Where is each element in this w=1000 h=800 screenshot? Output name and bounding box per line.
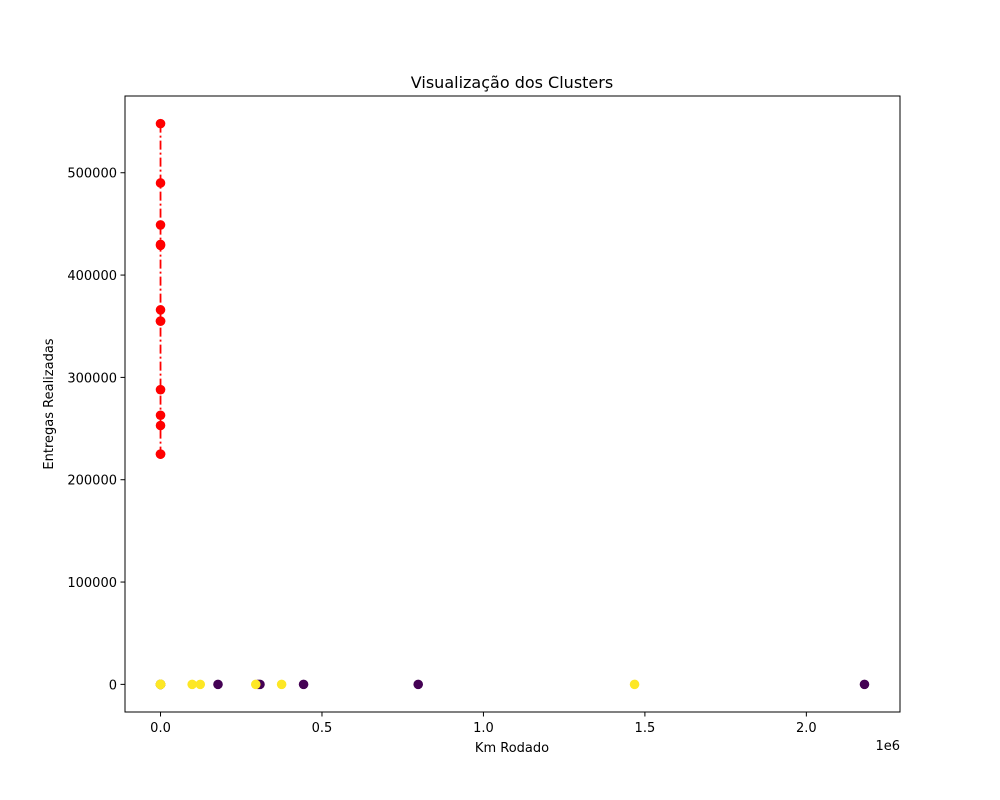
- x-tick-label: 1.0: [473, 721, 494, 736]
- data-point: [629, 679, 640, 690]
- x-tick-label: 2.0: [796, 721, 817, 736]
- y-tick-label: 200000: [67, 474, 117, 489]
- y-axis-label: Entregas Realizadas: [42, 338, 57, 469]
- y-tick-label: 500000: [67, 167, 117, 182]
- axis-ticks: 0.0 0.5 1.0 1.5 2.0 0 100000 200000 300000 400000…: [67, 167, 816, 736]
- plot-frame: [124, 95, 901, 713]
- y-tick-label: 400000: [67, 269, 117, 284]
- data-point: [155, 305, 166, 315]
- y-tick-label: 0: [109, 678, 117, 693]
- x-tick-label: 1.5: [635, 721, 656, 736]
- data-point: [276, 679, 287, 690]
- x-tick-label: 0.5: [312, 721, 333, 736]
- data-point: [155, 420, 166, 431]
- data-point: [155, 679, 166, 690]
- x-axis-label: Km Rodado: [475, 741, 549, 756]
- data-point: [155, 410, 166, 421]
- plot-area: [155, 118, 870, 690]
- data-point: [859, 679, 870, 690]
- series-1: [155, 679, 870, 690]
- series-3: [155, 118, 166, 459]
- data-point: [155, 449, 166, 459]
- data-point: [195, 679, 206, 690]
- chart-title: Visualização dos Clusters: [411, 73, 613, 92]
- x-tick-label: 0.0: [150, 721, 171, 736]
- data-point: [213, 679, 223, 690]
- data-point: [155, 220, 166, 230]
- data-point: [155, 178, 166, 188]
- y-tick-label: 100000: [67, 576, 117, 591]
- data-point: [155, 240, 166, 251]
- x-axis-offset-label: 1e6: [875, 739, 900, 754]
- data-point: [187, 679, 197, 690]
- series-2: [155, 679, 640, 690]
- data-point: [298, 679, 309, 690]
- data-point: [155, 384, 166, 395]
- data-point: [250, 679, 261, 690]
- y-tick-label: 300000: [67, 371, 117, 386]
- data-point: [413, 679, 424, 690]
- data-point: [155, 316, 166, 326]
- data-point: [155, 118, 166, 129]
